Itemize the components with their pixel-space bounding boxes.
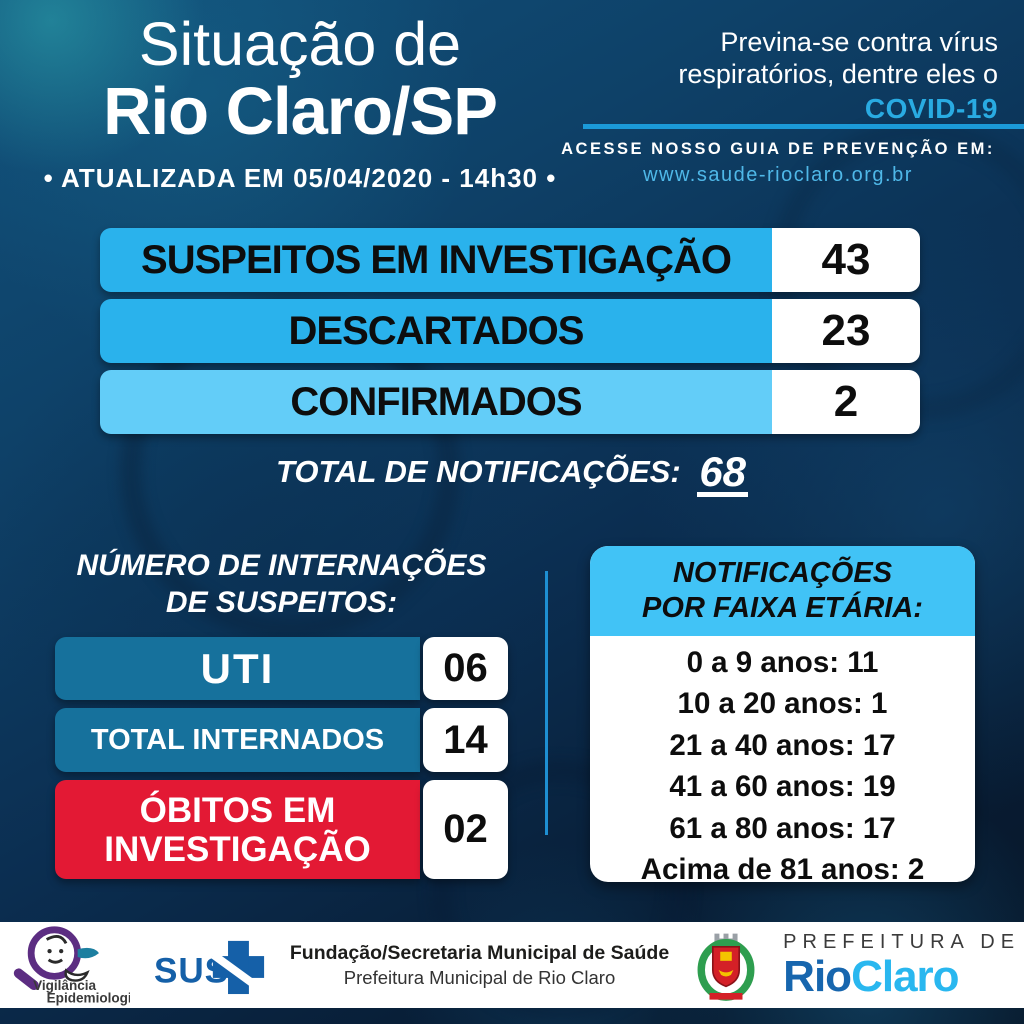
total-notifications: TOTAL DE NOTIFICAÇÕES: 68 [0,448,1024,497]
hosp-label: UTI [55,637,420,701]
hospitalizations-title-line2: DE SUSPEITOS: [165,585,398,619]
hospitalizations-section: NÚMERO DE INTERNAÇÕES DE SUSPEITOS: UTI … [55,548,508,887]
age-group-line: 10 a 20 anos: 1 [677,687,888,721]
prefeitura-logo: PREFEITURA DE RioClaro [783,932,1020,999]
hosp-value: 06 [423,637,508,701]
page-title-line1: Situação de [138,10,462,78]
svg-text:Epidemiologica: Epidemiologica [47,991,130,1006]
hospitalizations-title-line1: NÚMERO DE INTERNAÇÕES [76,549,487,582]
prevention-text-line2: respiratórios, dentre eles o [678,59,998,90]
stat-value: 2 [772,370,920,434]
stat-row-descartados: DESCARTADOS 23 [100,299,920,363]
total-notifications-label: TOTAL DE NOTIFICAÇÕES: [275,454,681,489]
age-groups-box: NOTIFICAÇÕES POR FAIXA ETÁRIA: 0 a 9 ano… [590,546,975,882]
stat-value: 23 [772,299,920,363]
age-group-line: 21 a 40 anos: 17 [669,728,896,762]
hosp-value: 02 [423,780,508,880]
stat-value: 43 [772,228,920,292]
age-group-line: 41 a 60 anos: 19 [669,770,896,804]
title-block: Situação de Rio Claro/SP • ATUALIZADA EM… [8,10,592,194]
hospitalizations-title: NÚMERO DE INTERNAÇÕES DE SUSPEITOS: [55,548,508,621]
hospitalization-bars: UTI 06 TOTAL INTERNADOS 14 ÓBITOS EM INV… [55,637,508,880]
prefeitura-label: PREFEITURA DE [783,930,1021,953]
hosp-label: ÓBITOS EM INVESTIGAÇÃO [55,780,420,880]
age-groups-list: 0 a 9 anos: 11 10 a 20 anos: 1 21 a 40 a… [590,636,975,882]
age-groups-header: NOTIFICAÇÕES POR FAIXA ETÁRIA: [590,546,975,636]
page-title-line2: Rio Claro/SP [103,73,498,149]
org-line1: Fundação/Secretaria Municipal de Saúde [289,942,670,965]
updated-timestamp: • ATUALIZADA EM 05/04/2020 - 14h30 • [43,162,557,193]
stat-label: DESCARTADOS [100,299,772,363]
hosp-label: TOTAL INTERNADOS [55,708,420,773]
prevention-note: Previna-se contra vírus respiratórios, d… [568,26,998,125]
stat-label: CONFIRMADOS [100,370,772,434]
stat-row-confirmados: CONFIRMADOS 2 [100,370,920,434]
guide-label: ACESSE NOSSO GUIA DE PREVENÇÃO EM: [561,140,995,158]
guide-url-link[interactable]: www.saude-rioclaro.org.br [643,164,913,186]
age-group-line: 61 a 80 anos: 17 [669,811,896,845]
age-groups-header-line1: NOTIFICAÇÕES [672,557,893,589]
footer-bar: Vigilância Epidemiologica SUS Fundação/S… [0,922,1024,1008]
hosp-row-obitos: ÓBITOS EM INVESTIGAÇÃO 02 [55,780,508,880]
hosp-row-total-internados: TOTAL INTERNADOS 14 [55,708,508,773]
org-line2: Prefeitura Municipal de Rio Claro [343,966,616,988]
hosp-row-uti: UTI 06 [55,637,508,701]
age-group-line: Acima de 81 anos: 2 [640,853,925,882]
case-status-bars: SUSPEITOS EM INVESTIGAÇÃO 43 DESCARTADOS… [100,228,920,441]
svg-text:Vigilância: Vigilância [33,978,96,993]
prevention-text-line1: Previna-se contra vírus [720,27,998,57]
header-divider-line [583,124,1024,129]
age-group-line: 0 a 9 anos: 11 [686,645,879,679]
vertical-divider-line [545,571,548,835]
city-name: RioClaro [783,951,959,1001]
covid-19-label: COVID-19 [864,92,998,124]
rio-claro-coat-of-arms [697,933,755,1001]
stat-row-suspeitos: SUSPEITOS EM INVESTIGAÇÃO 43 [100,228,920,292]
total-notifications-value: 68 [697,448,749,497]
hosp-value: 14 [423,708,508,773]
age-groups-header-line2: POR FAIXA ETÁRIA: [642,592,923,625]
org-names: Fundação/Secretaria Municipal de Saúde P… [290,941,669,989]
stat-label: SUSPEITOS EM INVESTIGAÇÃO [100,228,772,292]
vigilancia-epidemiologica-logo: Vigilância Epidemiologica [13,926,130,1006]
sus-logo: SUS [154,940,264,994]
